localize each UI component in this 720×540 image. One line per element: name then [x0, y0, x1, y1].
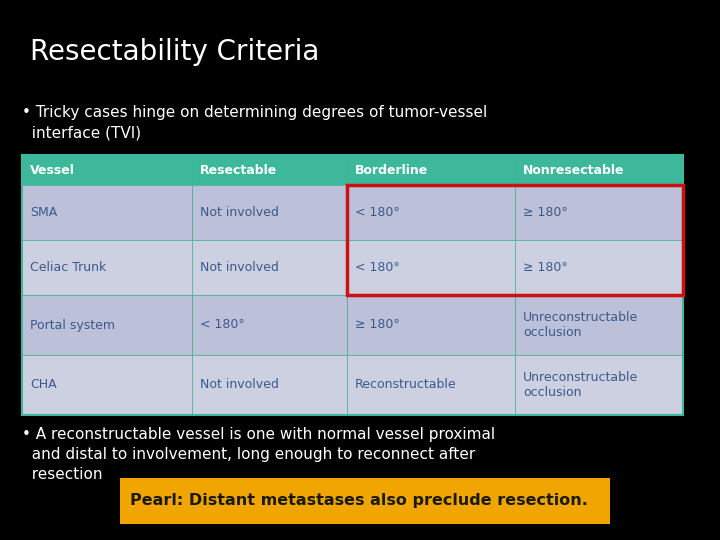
Bar — [22, 185, 192, 240]
Text: Not involved: Not involved — [200, 261, 279, 274]
Text: Resectability Criteria: Resectability Criteria — [30, 38, 320, 66]
Bar — [22, 355, 192, 415]
Text: resection: resection — [22, 467, 102, 482]
Text: < 180°: < 180° — [200, 319, 245, 332]
Text: Pearl: Distant metastases also preclude resection.: Pearl: Distant metastases also preclude … — [130, 494, 588, 509]
Text: and distal to involvement, long enough to reconnect after: and distal to involvement, long enough t… — [22, 447, 475, 462]
Text: Unreconstructable
occlusion: Unreconstructable occlusion — [523, 371, 638, 399]
Bar — [347, 185, 515, 240]
Text: Vessel: Vessel — [30, 164, 75, 177]
Text: Not involved: Not involved — [200, 379, 279, 392]
Text: Portal system: Portal system — [30, 319, 115, 332]
Text: • A reconstructable vessel is one with normal vessel proximal: • A reconstructable vessel is one with n… — [22, 427, 495, 442]
Bar — [22, 155, 683, 415]
Bar — [22, 155, 192, 185]
Text: Reconstructable: Reconstructable — [355, 379, 456, 392]
Bar — [22, 240, 192, 295]
Text: ≥ 180°: ≥ 180° — [523, 261, 568, 274]
Text: Nonresectable: Nonresectable — [523, 164, 624, 177]
Bar — [22, 295, 192, 355]
Text: Celiac Trunk: Celiac Trunk — [30, 261, 107, 274]
Text: ≥ 180°: ≥ 180° — [523, 206, 568, 219]
Text: ≥ 180°: ≥ 180° — [355, 319, 400, 332]
Bar — [192, 240, 347, 295]
Text: interface (TVI): interface (TVI) — [22, 125, 141, 140]
Bar — [192, 185, 347, 240]
Bar — [347, 240, 515, 295]
Text: Borderline: Borderline — [355, 164, 428, 177]
Text: Resectable: Resectable — [200, 164, 277, 177]
Bar — [515, 295, 683, 355]
Bar — [192, 355, 347, 415]
Bar — [347, 295, 515, 355]
Text: SMA: SMA — [30, 206, 58, 219]
Bar — [192, 295, 347, 355]
Bar — [515, 185, 683, 240]
Bar — [515, 240, 683, 295]
Bar — [347, 355, 515, 415]
Bar — [347, 185, 683, 295]
Bar — [515, 155, 683, 185]
Text: • Tricky cases hinge on determining degrees of tumor-vessel: • Tricky cases hinge on determining degr… — [22, 105, 487, 120]
Bar — [120, 478, 610, 524]
Bar — [515, 355, 683, 415]
Text: < 180°: < 180° — [355, 261, 400, 274]
Bar — [347, 155, 515, 185]
Text: Not involved: Not involved — [200, 206, 279, 219]
Text: < 180°: < 180° — [355, 206, 400, 219]
Text: CHA: CHA — [30, 379, 57, 392]
Bar — [192, 155, 347, 185]
Text: Unreconstructable
occlusion: Unreconstructable occlusion — [523, 310, 638, 339]
